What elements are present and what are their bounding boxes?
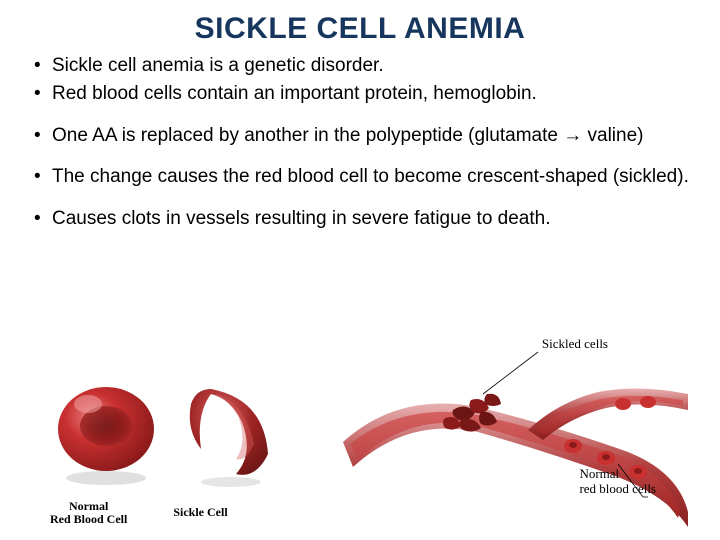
bullet-text: One AA is replaced by another in the pol… [52,124,692,148]
bullet-dot-icon: • [28,207,52,231]
list-item: • Sickle cell anemia is a genetic disord… [28,54,692,78]
cell-comparison-icon [36,344,316,504]
list-item: • Causes clots in vessels resulting in s… [28,207,692,231]
normal-cells-label: Normal red blood cells [579,467,656,496]
bullet-list: • Sickle cell anemia is a genetic disord… [0,54,720,231]
page-title: SICKLE CELL ANEMIA [0,0,720,54]
bullet-dot-icon: • [28,124,52,148]
sickle-cell-label: Sickle Cell [173,500,227,526]
sickled-cells-label: Sickled cells [542,336,608,352]
illustration-area: Normal Red Blood Cell Sickle Cell [0,332,720,532]
bullet-text: Causes clots in vessels resulting in sev… [52,207,692,231]
bullet-dot-icon: • [28,165,52,189]
cell-labels-group: Normal Red Blood Cell Sickle Cell [50,500,228,526]
blood-vessel-icon [338,332,708,532]
list-item: • Red blood cells contain an important p… [28,82,692,106]
normal-rbc-label: Normal Red Blood Cell [50,500,127,526]
list-item: • The change causes the red blood cell t… [28,165,692,189]
bullet-text: Red blood cells contain an important pro… [52,82,692,106]
bullet-dot-icon: • [28,54,52,78]
list-item: • One AA is replaced by another in the p… [28,124,692,148]
bullet-text: Sickle cell anemia is a genetic disorder… [52,54,692,78]
bullet-text: The change causes the red blood cell to … [52,165,692,189]
bullet-dot-icon: • [28,82,52,106]
